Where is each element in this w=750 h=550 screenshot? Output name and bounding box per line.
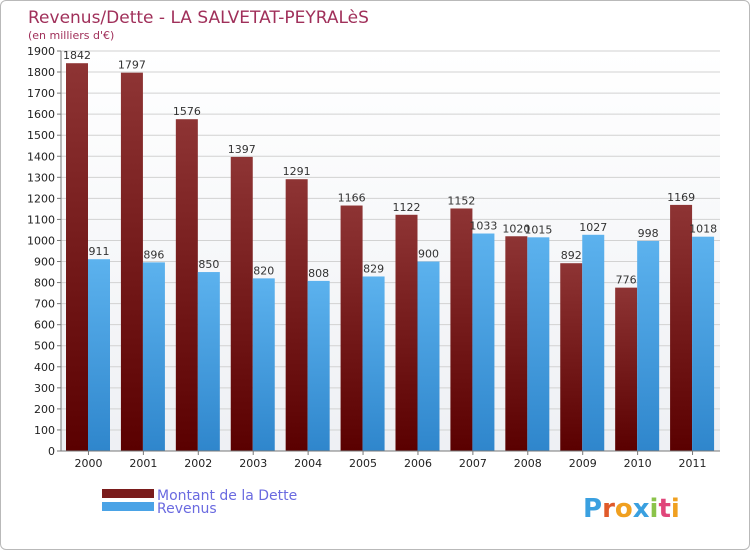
data-labels: 1842 911 1797 896 1576 850 1397 820 1291 808 1166 8… [63,49,717,286]
revenue-bar [88,259,110,451]
data-label: 892 [561,249,582,262]
data-label: 911 [89,245,110,258]
data-label: 1015 [524,223,552,236]
y-tick-label: 1200 [27,192,55,205]
x-tick-label: 2009 [569,457,597,470]
y-tick-label: 700 [34,298,55,311]
debt-bar [450,208,473,451]
debt-bar [230,156,253,452]
chart-title: Revenus/Dette - LA SALVETAT-PEYRALèS [28,8,369,28]
data-label: 1166 [338,192,366,205]
y-tick-label: 1300 [27,171,55,184]
debt-bar [285,179,308,452]
data-label: 1291 [283,165,311,178]
debt-bar [395,214,418,451]
data-label: 896 [143,248,164,261]
y-tick-label: 1400 [27,150,55,163]
revenue-bar [252,278,275,451]
revenue-bar [417,261,440,451]
y-axis-ticks: 0 100 200 300 400 500 600 700 800 900 1000 1100 1200… [27,45,55,458]
y-tick-label: 600 [34,319,55,332]
data-label: 1797 [118,59,146,72]
x-tick-label: 2004 [294,457,322,470]
revenue-bar [197,272,220,451]
bars [66,63,715,452]
y-tick-label: 1000 [27,234,55,247]
revenue-bar [307,280,330,451]
data-label: 1122 [393,201,421,214]
x-tick-label: 2002 [184,457,212,470]
data-label: 900 [418,248,439,261]
data-label: 1027 [579,221,607,234]
debt-bar [670,204,693,451]
revenue-bar [692,236,715,451]
data-label: 998 [638,227,659,240]
revenue-bar [527,237,550,451]
x-tick-label: 2010 [624,457,652,470]
x-tick-label: 2007 [459,457,487,470]
revenue-bar [142,262,165,451]
data-label: 829 [363,262,384,275]
x-tick-label: 2000 [74,457,102,470]
data-label: 1018 [689,223,717,236]
y-tick-label: 1700 [27,87,55,100]
legend-swatch [102,489,154,498]
plot-background [61,51,720,451]
data-label: 820 [253,264,274,277]
x-axis-ticks: 2000 2001 2002 2003 2004 2005 2006 2007 2008 2009… [74,451,707,470]
debt-bar [505,236,528,451]
data-label: 776 [616,274,637,287]
proxiti-logo: Proxiti [583,494,680,524]
debt-bar [560,263,583,451]
y-tick-label: 100 [34,424,55,437]
x-tick-label: 2001 [129,457,157,470]
revenue-bar [472,233,495,451]
legend-swatch [102,502,154,511]
y-tick-label: 1800 [27,66,55,79]
legend-label: Montant de la Dette [157,488,297,504]
debt-bar [120,72,143,452]
data-label: 1033 [469,220,497,233]
y-tick-label: 1900 [27,45,55,58]
debt-bar [175,119,198,452]
data-label: 1576 [173,105,201,118]
data-label: 1397 [228,143,256,156]
y-tick-label: 200 [34,403,55,416]
y-tick-label: 900 [34,256,55,269]
debt-bar [66,63,88,452]
chart-subtitle: (en milliers d'€) [28,29,114,42]
data-label: 1842 [63,49,91,62]
data-label: 808 [308,267,329,280]
revenue-bar [582,234,605,451]
revenue-bar [637,240,660,451]
y-tick-label: 800 [34,277,55,290]
x-tick-label: 2008 [514,457,542,470]
data-label: 1152 [447,194,475,207]
x-tick-label: 2006 [404,457,432,470]
grid-lines [57,50,720,452]
y-tick-label: 500 [34,340,55,353]
y-tick-label: 1500 [27,129,55,142]
data-label: 850 [198,258,219,271]
x-tick-label: 2003 [239,457,267,470]
data-label: 1020 [502,222,530,235]
y-tick-label: 0 [48,445,55,458]
legend-label: Revenus [157,501,217,517]
x-tick-label: 2011 [679,457,707,470]
y-tick-label: 400 [34,361,55,374]
y-tick-label: 300 [34,382,55,395]
debt-bar [615,287,638,451]
revenue-bar [362,276,385,451]
y-tick-label: 1100 [27,213,55,226]
x-tick-label: 2005 [349,457,377,470]
y-tick-label: 1600 [27,108,55,121]
data-label: 1169 [667,191,695,204]
debt-bar [340,205,363,451]
